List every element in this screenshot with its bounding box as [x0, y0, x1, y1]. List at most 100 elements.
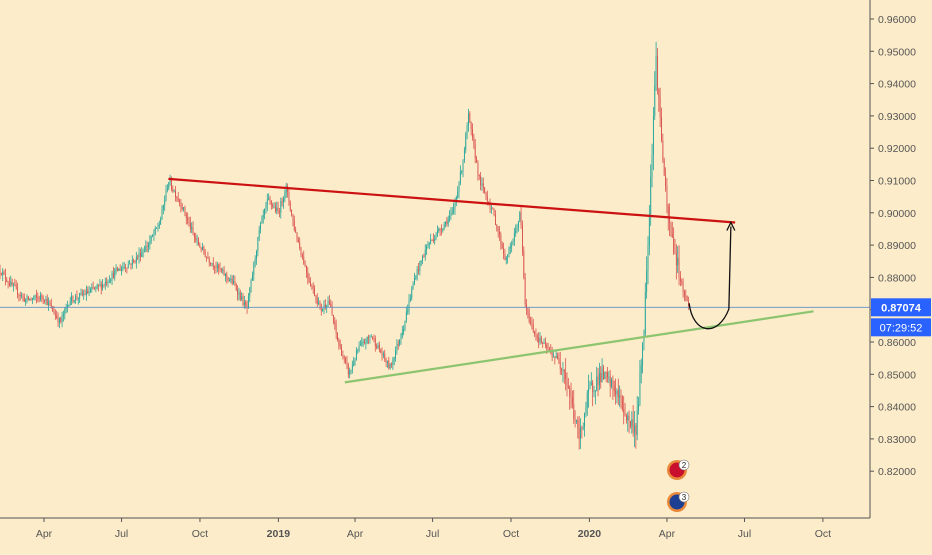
candle-body: [571, 396, 572, 397]
uk-flag-icon: 2: [667, 460, 689, 480]
candle-body: [109, 281, 110, 282]
candle-body: [256, 251, 257, 259]
candle-body: [236, 285, 237, 290]
candle-body: [388, 361, 389, 369]
candle-body: [125, 267, 126, 268]
candle-body: [29, 299, 30, 300]
candle-body: [228, 278, 229, 281]
candle-body: [252, 275, 253, 280]
candle-body: [680, 277, 681, 281]
candle-body: [494, 209, 495, 215]
candle-body: [359, 346, 360, 350]
candle-body: [140, 253, 141, 257]
candle-body: [330, 304, 331, 306]
candle-body: [634, 425, 635, 432]
candle-body: [176, 197, 177, 198]
candles-layer: [0, 42, 689, 450]
candle-body: [108, 282, 109, 283]
candle-body: [441, 230, 442, 231]
candle-body: [230, 279, 231, 280]
candle-body: [413, 284, 414, 289]
candle-body: [352, 365, 353, 369]
candle-body: [568, 386, 569, 388]
y-tick-label: 0.91000: [878, 176, 916, 188]
candle-body: [320, 302, 321, 304]
candle-body: [622, 397, 623, 409]
y-tick-label: 0.83000: [878, 434, 916, 446]
candle-body: [221, 269, 222, 271]
candle-body: [105, 282, 106, 285]
candle-body: [460, 172, 461, 184]
candle-body: [402, 332, 403, 337]
candle-body: [683, 282, 684, 292]
candle-body: [548, 349, 549, 350]
candle-body: [553, 357, 554, 358]
candle-body: [453, 209, 454, 212]
candle-body: [271, 201, 272, 205]
candle-body: [291, 210, 292, 214]
x-tick-label: Jul: [115, 528, 128, 540]
candle-body: [465, 135, 466, 150]
candle-body: [191, 227, 192, 229]
candle-body: [217, 265, 218, 268]
candle-body: [86, 291, 87, 296]
candle-body: [268, 198, 269, 200]
candle-body: [128, 264, 129, 268]
candle-body: [336, 325, 337, 333]
candle-body: [572, 398, 573, 405]
candle-body: [248, 297, 249, 308]
candle-body: [174, 191, 175, 192]
candle-body: [85, 294, 86, 295]
y-tick-label: 0.86000: [878, 337, 916, 349]
x-tick-label: Oct: [192, 528, 208, 540]
candle-body: [345, 358, 346, 361]
candle-body: [151, 236, 152, 241]
candle-body: [519, 213, 520, 221]
resistance-trendline: [168, 179, 735, 223]
candle-body: [356, 351, 357, 360]
x-tick-label: Oct: [503, 528, 519, 540]
candle-body: [37, 297, 38, 298]
candle-body: [394, 358, 395, 360]
candle-body: [685, 296, 686, 297]
candle-body: [360, 345, 361, 346]
candle-body: [120, 269, 121, 271]
candle-body: [403, 329, 404, 333]
candle-body: [260, 223, 261, 230]
candle-body: [1, 273, 2, 275]
candle-body: [209, 259, 210, 263]
candle-body: [286, 186, 287, 193]
candle-body: [673, 238, 674, 253]
candle-body: [436, 236, 437, 239]
candle-body: [301, 248, 302, 255]
candle-body: [648, 246, 649, 271]
candle-body: [306, 266, 307, 272]
candle-body: [102, 284, 103, 288]
candle-body: [341, 347, 342, 356]
candle-body: [517, 228, 518, 230]
candle-body: [502, 244, 503, 248]
candle-body: [579, 427, 580, 439]
candle-body: [87, 291, 88, 293]
candle-body: [626, 416, 627, 420]
candle-body: [557, 356, 558, 358]
candle-body: [382, 352, 383, 355]
candle-body: [542, 343, 543, 344]
last-price-label: 0.87074: [881, 302, 922, 314]
candle-body: [666, 186, 667, 207]
candle-body: [143, 252, 144, 253]
candle-body: [305, 264, 306, 266]
candle-body: [310, 282, 311, 286]
candle-body: [182, 208, 183, 210]
candle-body: [348, 365, 349, 374]
candle-body: [583, 427, 584, 428]
x-tick-label: 2020: [578, 528, 602, 540]
candle-body: [25, 299, 26, 301]
candle-body: [395, 351, 396, 358]
candle-body: [442, 228, 443, 230]
candle-body: [288, 192, 289, 202]
candle-body: [590, 385, 591, 389]
candle-body: [147, 246, 148, 247]
